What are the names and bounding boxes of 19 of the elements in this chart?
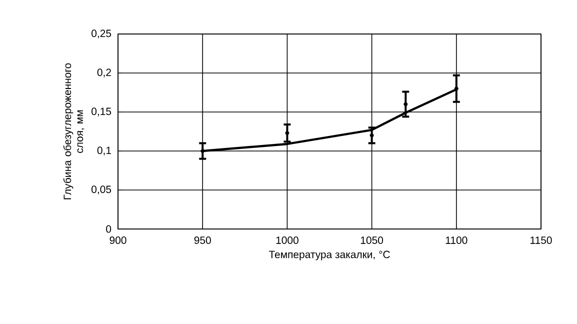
y-tick-label: 0 <box>106 225 112 233</box>
x-tick-label: 1000 <box>276 236 298 244</box>
point <box>285 131 290 136</box>
x-tick-label: 950 <box>194 236 211 244</box>
y-tick-label: 0,25 <box>92 30 112 38</box>
x-tick-label: 900 <box>110 236 126 244</box>
y-tick-label: 0,15 <box>92 108 112 116</box>
y-axis-title: Глубина обезуглероженного слоя, мм <box>63 63 84 200</box>
x-axis-title: Температура закалки, °C <box>268 250 390 260</box>
x-tick-label: 1150 <box>530 236 552 244</box>
y-tick-label: 0,05 <box>92 186 112 194</box>
point <box>454 86 458 91</box>
x-tick-label: 1050 <box>360 236 384 244</box>
x-tick-label: 1100 <box>446 236 468 244</box>
point <box>200 149 205 153</box>
y-tick-label: 0,1 <box>97 146 111 156</box>
point <box>404 102 408 106</box>
point <box>370 133 374 138</box>
y-tick-label: 0,2 <box>97 68 111 78</box>
